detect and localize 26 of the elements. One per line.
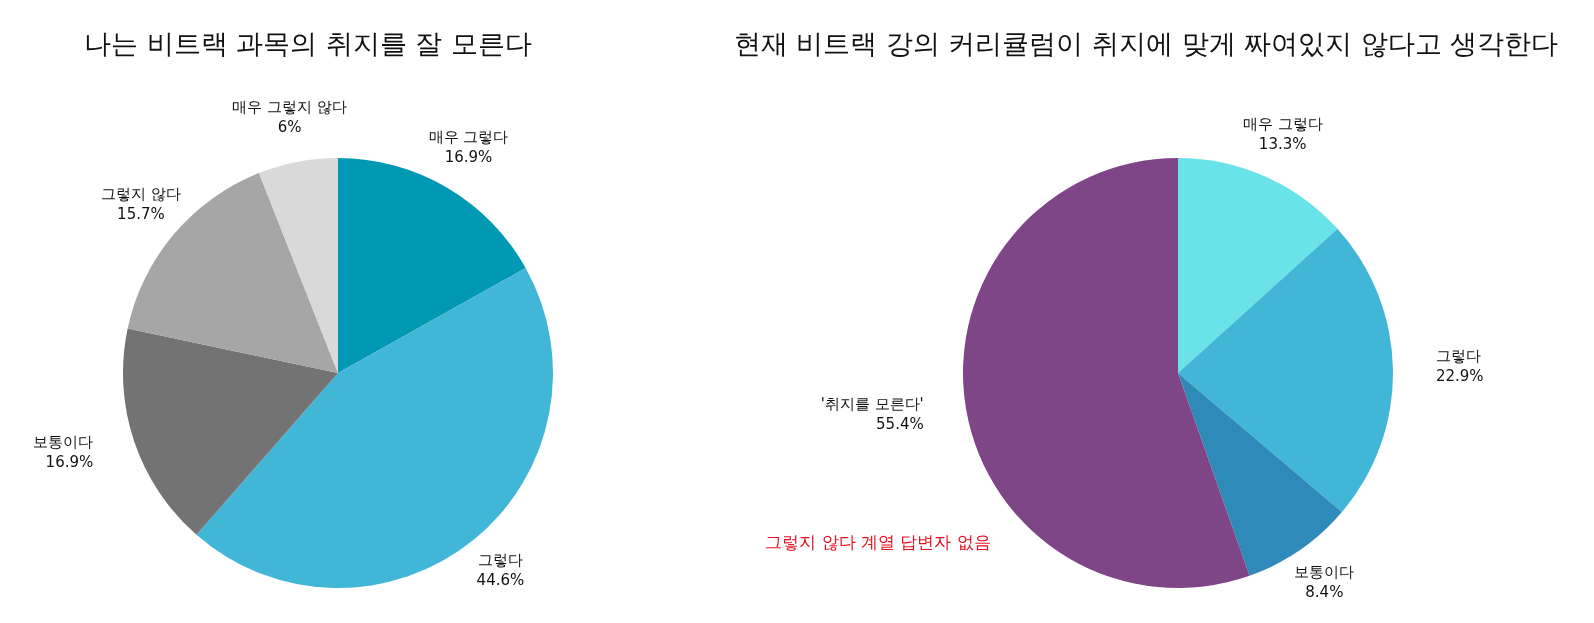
data-label: 44.6% bbox=[476, 571, 525, 590]
data-label: 8.4% bbox=[1305, 583, 1344, 602]
pie-slice bbox=[1178, 228, 1393, 513]
pie-slice bbox=[258, 158, 338, 373]
data-label: 15.7% bbox=[117, 204, 165, 223]
data-label: 6% bbox=[277, 117, 302, 136]
slice-label: 매우 그렇다 bbox=[428, 128, 509, 147]
slice-label: 그렇다 bbox=[477, 551, 523, 570]
text: 그렇지 않다 계열 답변자 없음 bbox=[765, 532, 991, 552]
chart-title: 현재 비트랙 강의 커리큘럼이 취지에 맞게 짜여있지 않다고 생각한다 bbox=[733, 28, 1559, 59]
chart-title: 나는 비트랙 과목의 취지를 잘 모른다 bbox=[84, 28, 532, 59]
slice-label: 매우 그렇다 bbox=[1242, 115, 1323, 134]
slice-label: '취지를 모른다' bbox=[820, 394, 924, 413]
data-label: 13.3% bbox=[1258, 135, 1307, 154]
data-label: 55.4% bbox=[876, 414, 924, 433]
data-label: 16.9% bbox=[444, 148, 493, 167]
slice-label: 그렇다 bbox=[1435, 346, 1481, 365]
slice-label: 그렇지 않다 bbox=[101, 184, 181, 203]
data-label: 16.9% bbox=[45, 452, 94, 471]
slice-label: 매우 그렇지 않다 bbox=[232, 97, 347, 116]
pie-slice bbox=[196, 268, 553, 588]
pie-slice bbox=[123, 328, 338, 535]
pie-slice bbox=[1178, 158, 1338, 373]
data-label: 22.9% bbox=[1435, 366, 1484, 385]
slice-label: 보통이다 bbox=[33, 432, 94, 451]
slice-label: 보통이다 bbox=[1294, 563, 1355, 582]
